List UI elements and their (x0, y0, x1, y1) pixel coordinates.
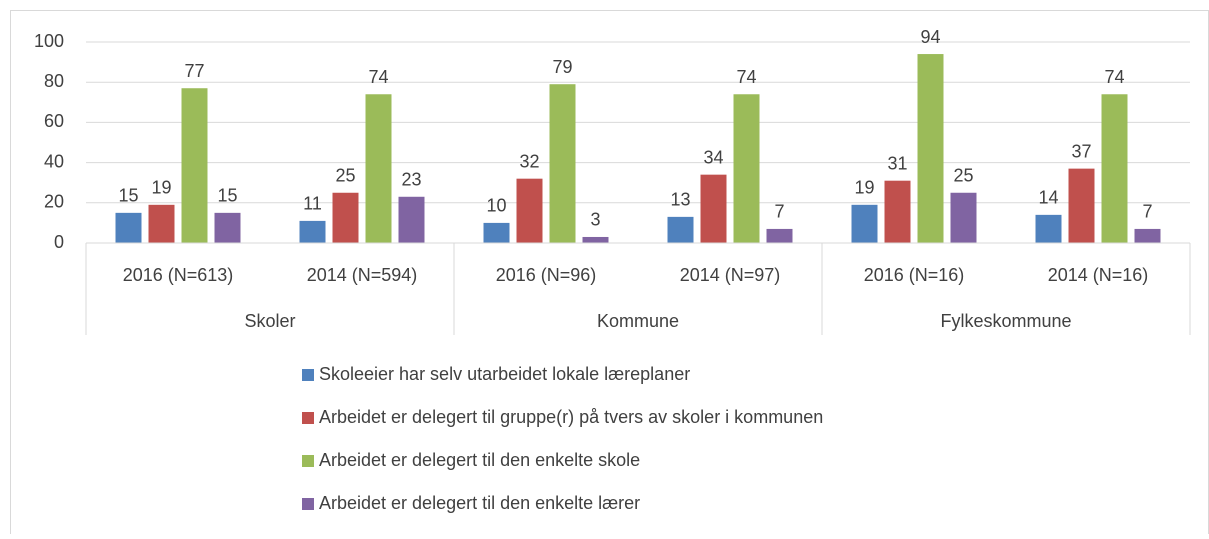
bar (667, 216, 694, 243)
legend-swatch (302, 498, 314, 510)
bar (700, 174, 727, 243)
x-tick-label: 2014 (N=594) (307, 265, 418, 285)
legend-label: Arbeidet er delegert til den enkelte lær… (319, 493, 640, 513)
y-tick-label: 100 (34, 31, 64, 51)
data-label: 15 (217, 186, 237, 206)
bar (148, 204, 175, 243)
legend-swatch (302, 412, 314, 424)
data-label: 7 (1142, 202, 1152, 222)
data-label: 15 (118, 186, 138, 206)
bar (365, 94, 392, 243)
data-label: 74 (368, 67, 388, 87)
data-label: 14 (1038, 188, 1058, 208)
x-tick-label: 2016 (N=96) (496, 265, 597, 285)
group-label: Skoler (244, 311, 295, 331)
legend-swatch (302, 369, 314, 381)
data-label: 74 (736, 67, 756, 87)
data-label: 74 (1104, 67, 1124, 87)
bar (733, 94, 760, 243)
x-tick-label: 2016 (N=16) (864, 265, 965, 285)
data-label: 94 (920, 27, 940, 47)
bar (214, 212, 241, 243)
y-tick-label: 20 (44, 192, 64, 212)
bar (1134, 228, 1161, 243)
data-label: 13 (670, 190, 690, 210)
data-label: 34 (703, 147, 723, 167)
bar (950, 192, 977, 243)
bar (766, 228, 793, 243)
bar (516, 178, 543, 243)
bar (549, 84, 576, 244)
data-label: 79 (552, 57, 572, 77)
bar (917, 54, 944, 244)
group-label: Fylkeskommune (940, 311, 1071, 331)
data-label: 7 (774, 202, 784, 222)
bar (332, 192, 359, 243)
x-tick-label: 2014 (N=97) (680, 265, 781, 285)
group-label: Kommune (597, 311, 679, 331)
bar (1068, 168, 1095, 243)
data-label: 25 (953, 166, 973, 186)
data-label: 32 (519, 151, 539, 171)
x-tick-label: 2016 (N=613) (123, 265, 234, 285)
data-label: 10 (486, 196, 506, 216)
y-tick-label: 0 (54, 232, 64, 252)
bar (181, 88, 208, 243)
legend-label: Arbeidet er delegert til gruppe(r) på tv… (319, 407, 823, 427)
bar (1101, 94, 1128, 243)
legend-label: Skoleeier har selv utarbeidet lokale lær… (319, 364, 690, 384)
data-label: 25 (335, 166, 355, 186)
bar (884, 180, 911, 243)
bar (582, 236, 609, 243)
y-tick-label: 40 (44, 151, 64, 171)
legend-swatch (302, 455, 314, 467)
y-tick-label: 60 (44, 111, 64, 131)
data-label: 11 (303, 194, 322, 214)
legend-label: Arbeidet er delegert til den enkelte sko… (319, 450, 640, 470)
data-label: 77 (184, 61, 204, 81)
x-tick-label: 2014 (N=16) (1048, 265, 1149, 285)
y-tick-label: 80 (44, 71, 64, 91)
bar (483, 222, 510, 243)
bar (115, 212, 142, 243)
data-label: 3 (590, 210, 600, 230)
data-label: 19 (151, 178, 171, 198)
data-label: 19 (854, 178, 874, 198)
data-label: 37 (1071, 141, 1091, 161)
bar (851, 204, 878, 243)
data-label: 23 (401, 170, 421, 190)
bar (299, 220, 326, 243)
data-label: 31 (887, 153, 907, 173)
bar (398, 196, 425, 243)
bar (1035, 214, 1062, 243)
